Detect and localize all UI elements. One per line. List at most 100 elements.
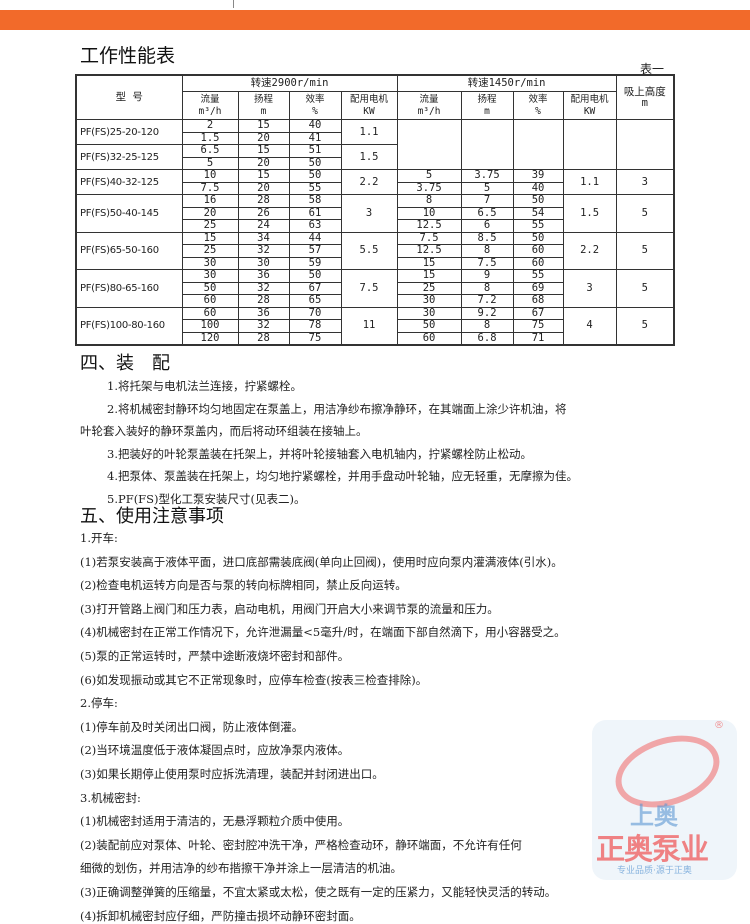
header-label: 配用电机	[570, 93, 609, 105]
header-efficiency: 效率%	[512, 91, 564, 120]
table-row: PF(FS)40-32-125 10 15 50 2.2 5 3.75 39 1.1 3	[75, 169, 675, 195]
text-line: 3.机械密封:	[80, 790, 141, 805]
value-2900: 1.5	[181, 131, 239, 145]
empty-cell	[396, 119, 462, 170]
value-2900: 41	[288, 131, 342, 145]
header-unit: m	[641, 96, 648, 109]
header-model: 型 号	[75, 74, 183, 120]
text-line: 5.PF(FS)型化工泵安装尺寸(见表二)。	[107, 491, 306, 506]
motor-1450: 2.2	[562, 231, 617, 270]
suction-height: 5	[615, 231, 675, 270]
header-label: 效率	[528, 93, 548, 105]
value-1450: 54	[512, 206, 564, 220]
value-1450: 50	[512, 231, 564, 245]
value-2900: 20	[237, 131, 290, 145]
text-line: (1)若泵安装高于液体平面，进口底部需装底阀(单向止回阀)，使用时应向泵内灌满液…	[80, 554, 563, 569]
text-line: (3)打开管路上阀门和压力表，启动电机，用阀门开启大小来调节泵的流量和压力。	[80, 601, 499, 616]
text-line: (3)如果长期停止使用泵时应拆洗清理，装配并封闭进出口。	[80, 767, 384, 781]
value-2900: 78	[288, 319, 342, 333]
header-motor: 配用电机 KW	[340, 91, 398, 120]
header-label: 吸上高度	[623, 85, 666, 98]
value-2900: 32	[237, 319, 290, 333]
text-line: (1)机械密封适用于清洁的，无悬浮颗粒介质中使用。	[80, 814, 350, 829]
model-name: PF(FS)40-32-125	[75, 169, 183, 195]
value-2900: 26	[237, 206, 290, 220]
value-2900: 36	[237, 269, 290, 283]
table-row: PF(FS)50-40-145 16 28 58 3 8 7 50 1.5 5	[75, 194, 675, 233]
value-2900: 25	[181, 244, 239, 258]
motor-2900: 5.5	[340, 231, 398, 270]
text-line: (2)装配前应对泵体、叶轮、密封腔冲洗干净，严格检查动环，静环端面，不允许有任何	[80, 837, 522, 852]
text-line: (5)泵的正常运转时，严禁中途断液烧坏密封和部件。	[80, 649, 350, 663]
value-1450: 8	[460, 319, 514, 333]
value-1450: 10	[396, 206, 462, 220]
table-row: PF(FS)100-80-160 60 36 70 11 30 9.2 67 4 5	[75, 306, 675, 346]
value-1450: 5	[396, 169, 462, 183]
performance-table: 型 号转速2900r/min 转速1450r/min 吸上高度 m 流量 m³/h 扬程 m 效…	[75, 74, 676, 346]
assembly-heading: 四、装 配	[80, 353, 170, 374]
table-row: 5 20 50	[76, 156, 674, 170]
motor-2900: 2.2	[340, 169, 398, 195]
header-label: 效率	[305, 93, 325, 105]
text-line: 3.把装好的叶轮泵盖装在托架上，并将叶轮接轴套入电机轴内，拧紧螺栓防止松动。	[107, 446, 532, 461]
suction-height: 5	[615, 306, 675, 346]
value-2900: 10	[181, 169, 239, 183]
value-2900: 20	[181, 206, 239, 220]
value-2900: 120	[181, 331, 239, 346]
value-1450: 30	[396, 306, 462, 320]
logo-slogan: 专业品质·源于正奥	[617, 866, 692, 876]
value-2900: 32	[237, 281, 290, 295]
value-2900: 34	[237, 231, 290, 245]
table-number: 表一	[640, 62, 665, 76]
header-unit: m³/h	[198, 105, 222, 117]
value-1450: 7.5	[396, 231, 462, 245]
model-name: PF(FS)80-65-160	[75, 269, 183, 308]
header-label: 扬程	[253, 93, 273, 105]
value-1450: 8	[460, 244, 514, 258]
value-2900: 30	[181, 256, 239, 270]
value-2900: 15	[237, 169, 290, 183]
text-line: 2.将机械密封静环均匀地固定在泵盖上，用洁净纱布擦净静环，在其端面上涂少许机油，…	[107, 401, 567, 416]
header-unit: KW	[363, 105, 375, 117]
header-head: 扬程 m	[237, 91, 290, 120]
value-2900: 58	[288, 194, 342, 208]
value-1450: 55	[512, 219, 564, 233]
value-2900: 75	[288, 331, 342, 346]
header-unit: %	[535, 105, 541, 117]
value-1450: 68	[512, 294, 564, 308]
value-2900: 63	[288, 219, 342, 233]
value-2900: 70	[288, 306, 342, 320]
value-2900: 59	[288, 256, 342, 270]
value-1450: 60	[512, 244, 564, 258]
value-1450: 55	[512, 269, 564, 283]
table-row: 50 32 67 25 8 69	[76, 281, 674, 295]
value-1450: 7.2	[460, 294, 514, 308]
top-banner-bar	[0, 10, 750, 30]
model-name: PF(FS)32-25-125	[75, 144, 183, 170]
value-2900: 20	[237, 181, 290, 195]
empty-cell	[615, 119, 675, 170]
registered-mark: ®	[714, 720, 724, 731]
empty-cell	[460, 119, 514, 170]
value-2900: 25	[181, 219, 239, 233]
value-1450: 3.75	[460, 169, 514, 183]
model-name: PF(FS)50-40-145	[75, 194, 183, 233]
value-1450: 50	[396, 319, 462, 333]
model-name: PF(FS)25-20-120	[75, 119, 183, 145]
value-2900: 5	[181, 156, 239, 170]
text-line: 1.将托架与电机法兰连接，拧紧螺栓。	[107, 379, 302, 393]
value-1450: 8	[396, 194, 462, 208]
motor-2900: 1.1	[340, 119, 398, 145]
value-2900: 55	[288, 181, 342, 195]
text-line: (2)检查电机运转方向是否与泵的转向标牌相同，禁止反向运转。	[80, 578, 407, 593]
value-2900: 15	[237, 144, 290, 158]
value-2900: 20	[237, 156, 290, 170]
suction-height: 5	[615, 194, 675, 233]
value-2900: 50	[181, 281, 239, 295]
value-2900: 30	[237, 256, 290, 270]
motor-1450: 4	[562, 306, 617, 346]
table-row: PF(FS)25-20-120 2 15 40 1.1	[75, 119, 675, 170]
value-1450: 8	[460, 281, 514, 295]
value-2900: 36	[237, 306, 290, 320]
table-row: PF(FS)80-65-160 30 36 50 7.5 15 9 55 3 5	[75, 269, 675, 308]
